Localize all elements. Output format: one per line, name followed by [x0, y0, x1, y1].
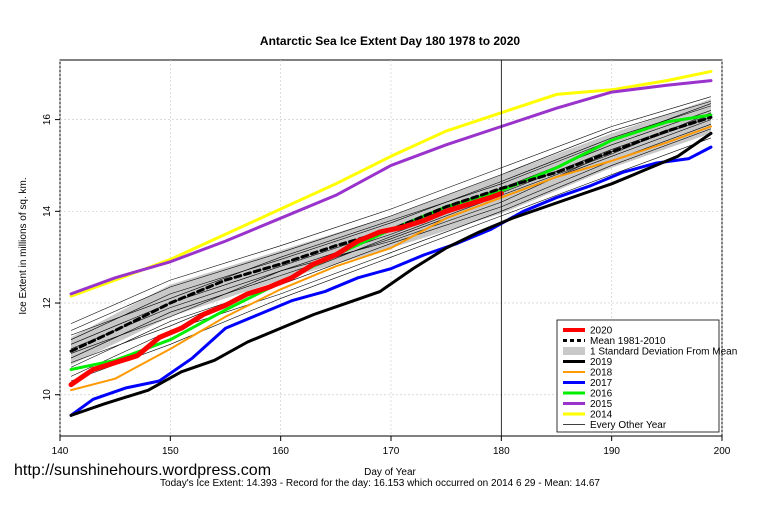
legend-label-1-standard-deviation-from-mean: 1 Standard Deviation From Mean [590, 347, 737, 358]
series-line-2019 [69, 131, 713, 417]
y-axis-label: Ice Extent in millions of sq. km. [18, 177, 29, 314]
x-tick-label-160: 160 [272, 446, 289, 457]
legend-swatch-std-band [563, 347, 585, 355]
series-line-2018 [70, 125, 712, 392]
every-other-year-line-5 [70, 105, 712, 340]
series-line-2015 [69, 79, 713, 296]
every-other-year-line-11 [70, 112, 712, 363]
legend-label-2014: 2014 [590, 410, 613, 421]
x-axis-ticks: 140 150 160 170 180 190 200 [52, 436, 731, 457]
legend-label-2019: 2019 [590, 357, 613, 368]
legend-label-2018: 2018 [590, 368, 613, 379]
y-tick-label-12: 12 [42, 297, 53, 309]
series-lines [68, 69, 713, 417]
every-other-year-line-7 [70, 96, 712, 324]
footer-stats: Today's Ice Extent: 14.393 - Record for … [160, 478, 600, 489]
x-tick-label-190: 190 [603, 446, 620, 457]
every-other-year-line-3 [70, 114, 712, 350]
every-other-year-line-9 [70, 137, 712, 382]
x-tick-label-170: 170 [383, 446, 400, 457]
series-line-2020 [68, 190, 504, 388]
y-tick-label-10: 10 [42, 389, 53, 401]
legend-label-every-other-year: Every Other Year [590, 420, 667, 431]
every-other-year-line-2 [70, 119, 712, 359]
series-line-2017 [69, 145, 713, 417]
y-tick-label-14: 14 [42, 205, 53, 217]
every-other-year-line-6 [70, 100, 712, 331]
x-tick-label-180: 180 [493, 446, 510, 457]
x-tick-label-150: 150 [162, 446, 179, 457]
legend-label-2016: 2016 [590, 389, 613, 400]
y-axis-ticks: 10 12 14 16 [42, 114, 60, 401]
x-axis-label: Day of Year [364, 467, 416, 478]
chart-title: Antarctic Sea Ice Extent Day 180 1978 to… [260, 34, 520, 48]
legend-label-2017: 2017 [590, 378, 613, 389]
x-tick-label-140: 140 [52, 446, 69, 457]
legend-label-2015: 2015 [590, 399, 613, 410]
y-tick-label-16: 16 [42, 114, 53, 126]
legend-label-mean-1981-2010: Mean 1981-2010 [590, 336, 666, 347]
x-tick-label-200: 200 [714, 446, 731, 457]
series-line-2014 [69, 69, 713, 298]
legend-label-2020: 2020 [590, 326, 613, 337]
watermark-url: http://sunshinehours.wordpress.com [14, 462, 272, 479]
